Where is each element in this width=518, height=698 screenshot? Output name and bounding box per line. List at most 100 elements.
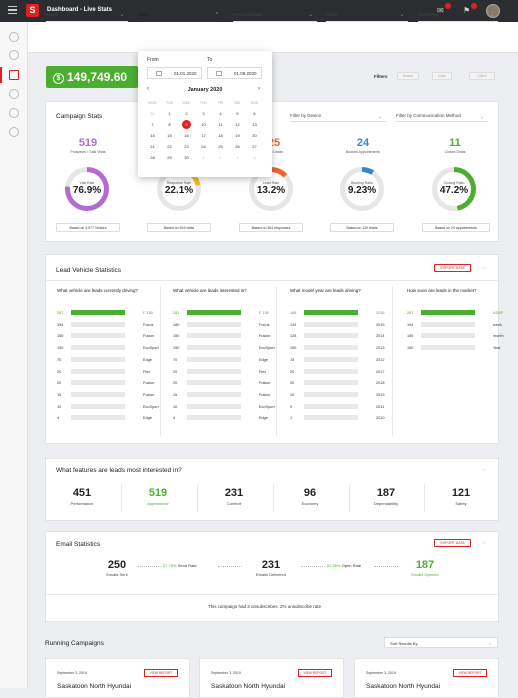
sidebar-user-icon[interactable] [9, 89, 19, 99]
alert-icon[interactable]: ⚑ [463, 3, 477, 16]
to-date-input[interactable]: 01.09.2020 [207, 67, 262, 79]
row-bar [71, 333, 125, 339]
date-select[interactable]: Date ⌃ [139, 9, 223, 22]
calendar-day[interactable]: 8 [168, 122, 171, 127]
calendar-day[interactable]: 9 [178, 120, 195, 130]
emails-opened: 187 Emails Opened [411, 559, 439, 577]
sidebar-dashboard-icon[interactable] [9, 70, 19, 80]
vehicle-export-button[interactable]: EXPORT DATA [434, 264, 471, 272]
calendar-day[interactable]: 11 [218, 122, 223, 127]
next-month-icon[interactable]: › [258, 86, 260, 92]
row-bar-fill [304, 310, 358, 315]
campaign-card[interactable]: September 3, 2019 VIEW REPORT Saskatoon No… [354, 658, 499, 698]
calendar-day[interactable]: 6 [253, 111, 256, 116]
filter-chip-client[interactable]: Client [469, 72, 495, 80]
row-bar [304, 310, 358, 315]
stat-appointments: 24 Booked Appointments [345, 137, 381, 154]
filter-method-select[interactable]: Filter by Communication Method ⌄ [396, 111, 488, 122]
calendar-day[interactable]: 12 [235, 122, 240, 127]
calendar-day[interactable]: 3 [202, 111, 205, 116]
vehicle-stat-row: 4 Edge [173, 413, 273, 423]
calendar-day[interactable]: 5 [236, 111, 239, 116]
calendar-day[interactable]: 22 [167, 144, 172, 149]
calendar-day[interactable]: 23 [184, 144, 189, 149]
client-select[interactable]: Client ⌄ [326, 9, 408, 22]
view-report-button[interactable]: VIEW REPORT [453, 669, 487, 677]
sidebar-users-icon[interactable] [9, 127, 19, 137]
divider [392, 286, 393, 436]
divider [160, 286, 161, 436]
from-date-input[interactable]: 01.01.2020 [147, 67, 202, 79]
calendar-day[interactable]: 16 [184, 133, 189, 138]
province-select[interactable]: Province/State ⌄ [233, 9, 317, 22]
avatar[interactable] [486, 4, 500, 18]
row-bar [71, 310, 125, 315]
calendar-day[interactable]: 17 [201, 133, 206, 138]
calendar-day[interactable]: 30 [184, 155, 189, 160]
row-bar [421, 310, 475, 315]
row-label: Edge [143, 357, 152, 362]
row-count: 10 [57, 404, 62, 409]
calendar-icon [216, 71, 222, 76]
filter-bar [28, 22, 518, 53]
email-export-button[interactable]: EXPORT DATA [434, 539, 471, 547]
calendar-day[interactable]: 1 [168, 111, 171, 116]
view-report-button[interactable]: VIEW REPORT [144, 669, 178, 677]
filter-chip-brand[interactable]: Brand [397, 72, 419, 80]
connector [301, 566, 325, 567]
row-label: Edge [143, 416, 152, 421]
sidebar-home-icon[interactable] [9, 32, 19, 42]
calendar-day[interactable]: 20 [252, 133, 257, 138]
notification-icon[interactable]: ✉ [437, 3, 451, 16]
vehicle-stat-row: 150 2013 [290, 343, 390, 353]
campaign-card[interactable]: September 3, 2019 VIEW REPORT Saskatoon No… [45, 658, 190, 698]
calendar-day[interactable]: 2 [219, 155, 222, 160]
sidebar-settings-icon[interactable] [9, 50, 19, 60]
calendar-day[interactable]: 21 [150, 144, 155, 149]
info-icon[interactable]: ⌂ [483, 467, 487, 473]
calendar-day[interactable]: 14 [150, 133, 155, 138]
divider [197, 484, 198, 512]
calendar-day[interactable]: 13 [252, 122, 257, 127]
vehicle-stat-row: 20 Fusion [57, 378, 157, 388]
calendar-day[interactable]: 31 [150, 111, 155, 116]
menu-icon[interactable] [8, 6, 17, 14]
calendar-day[interactable]: 18 [218, 133, 223, 138]
prev-month-icon[interactable]: ‹ [147, 86, 149, 92]
row-count: 150 [407, 346, 414, 351]
calendar-day[interactable]: 1 [202, 155, 205, 160]
row-bar [187, 321, 241, 327]
calendar-day[interactable]: 27 [252, 144, 257, 149]
row-bar [187, 415, 241, 421]
sort-select[interactable]: Sort Results By ⌄ [384, 637, 498, 648]
vehicle-stat-row: 10 EcoSport [173, 402, 275, 412]
filter-chip-date[interactable]: Date [432, 72, 452, 80]
row-bar [304, 415, 358, 421]
calendar-day[interactable]: 3 [236, 155, 239, 160]
view-report-button[interactable]: VIEW REPORT [298, 669, 332, 677]
sales-rep-select[interactable]: Sales Rep. ⌄ [418, 9, 498, 22]
calendar-day[interactable]: 29 [167, 155, 172, 160]
info-icon[interactable]: ⌂ [483, 265, 487, 271]
calendar-day[interactable]: 15 [167, 133, 172, 138]
brand-select[interactable]: Brand ⌄ [46, 9, 128, 22]
calendar-day[interactable]: 19 [235, 133, 240, 138]
calendar-day[interactable]: 28 [150, 155, 155, 160]
vehicle-stats-title: Lead Vehicle Statistics [56, 267, 122, 274]
sidebar-gear-icon[interactable] [9, 108, 19, 118]
vehicle-stat-row: 194 Focus [57, 320, 157, 330]
calendar-day[interactable]: 25 [218, 144, 223, 149]
weekday-label: SUN [250, 101, 259, 105]
info-icon[interactable]: ⌂ [483, 540, 487, 546]
campaign-card[interactable]: September 3, 2019 VIEW REPORT Saskatoon No… [199, 658, 344, 698]
calendar-day[interactable]: 24 [201, 144, 206, 149]
calendar-day[interactable]: 4 [219, 111, 222, 116]
filter-device-select[interactable]: Filter by Device ⌄ [290, 111, 386, 122]
calendar-day[interactable]: 10 [201, 122, 206, 127]
calendar-day[interactable]: 2 [185, 111, 188, 116]
calendar-day[interactable]: 7 [151, 122, 154, 127]
weekday-label: WED [182, 101, 191, 105]
calendar-day[interactable]: 26 [235, 144, 240, 149]
row-count: 155 [407, 334, 414, 339]
calendar-day[interactable]: 4 [253, 155, 256, 160]
